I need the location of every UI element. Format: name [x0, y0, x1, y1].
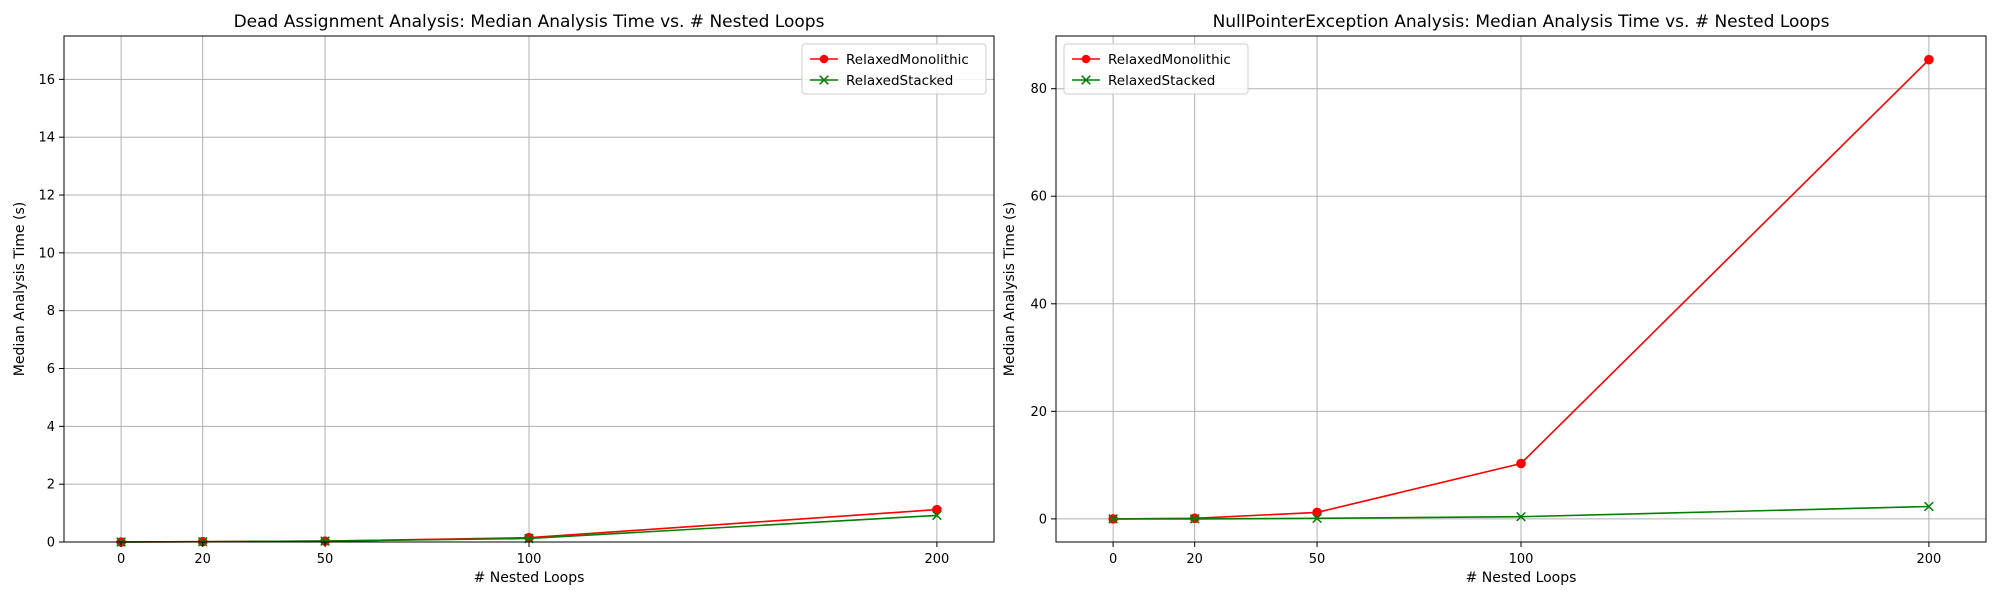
legend-box	[1063, 43, 1249, 95]
legend: RelaxedMonolithic RelaxedStacked	[801, 43, 987, 95]
x-tick-label: 0	[117, 552, 125, 567]
y-tick-label: 40	[1030, 297, 1047, 312]
chart-panel-1: 0 20 50 100 200 0 2 4 6 8 10 12 14 16 Dead Assignment …	[12, 12, 995, 586]
legend-box	[801, 43, 987, 95]
y-tick-label: 12	[38, 189, 55, 204]
data-point-RelaxedStacked	[1312, 513, 1322, 524]
y-axis-label: Median Analysis Time (s)	[12, 202, 28, 376]
grid-lines	[64, 36, 994, 543]
data-point-RelaxedStacked	[1924, 501, 1934, 512]
x-axis-label: # Nested Loops	[474, 570, 585, 586]
x-tick-label: 100	[517, 552, 542, 567]
x-tick-label: 20	[1186, 552, 1203, 567]
y-axis-label: Median Analysis Time (s)	[1002, 202, 1018, 376]
data-point-RelaxedMonolithic	[932, 504, 942, 515]
data-point-RelaxedMonolithic	[1516, 458, 1526, 469]
x-axis-label: # Nested Loops	[1466, 570, 1577, 586]
data-point-RelaxedStacked	[524, 533, 534, 544]
legend-label-RelaxedMonolithic: RelaxedMonolithic	[1108, 52, 1231, 68]
x-tick-label: 0	[1109, 552, 1117, 567]
y-tick-label: 14	[38, 131, 55, 146]
y-tick-label: 8	[47, 304, 55, 319]
legend-label-RelaxedStacked: RelaxedStacked	[1108, 73, 1215, 89]
data-point-RelaxedStacked	[1108, 514, 1118, 524]
x-tick-label: 50	[317, 552, 334, 567]
legend-marker-RelaxedStacked	[819, 75, 829, 85]
y-tick-label: 6	[47, 362, 55, 377]
x-tick-label: 50	[1309, 552, 1326, 567]
x-tick-label: 100	[1509, 552, 1534, 567]
y-tick-label: 0	[47, 536, 55, 551]
data-point-RelaxedStacked	[1516, 511, 1526, 522]
y-tick-label: 2	[47, 478, 55, 493]
data-point-RelaxedStacked	[320, 536, 330, 546]
legend-label-RelaxedStacked: RelaxedStacked	[846, 73, 953, 89]
y-tick-label: 20	[1030, 405, 1047, 420]
legend-marker-RelaxedStacked	[1081, 75, 1091, 85]
legend-marker-RelaxedMonolithic	[1081, 54, 1091, 64]
legend: RelaxedMonolithic RelaxedStacked	[1063, 43, 1249, 95]
y-tick-label: 80	[1030, 82, 1047, 97]
y-tick-label: 16	[38, 73, 55, 88]
chart-title: Dead Assignment Analysis: Median Analysi…	[234, 12, 825, 32]
data-point-RelaxedMonolithic	[1312, 507, 1322, 518]
x-tick-label: 20	[194, 552, 211, 567]
chart-panel-2: 0 20 50 100 200 0 20 40 60 80 NullPointerException…	[1002, 12, 1987, 586]
y-tick-label: 60	[1030, 190, 1047, 205]
x-tick-label: 200	[924, 552, 949, 567]
data-point-RelaxedMonolithic	[1924, 54, 1934, 65]
x-tick-label: 200	[1916, 552, 1941, 567]
data-point-RelaxedStacked	[1189, 514, 1200, 524]
chart-title: NullPointerException Analysis: Median An…	[1213, 12, 1830, 32]
data-point-RelaxedStacked	[932, 510, 942, 521]
y-tick-label: 4	[47, 420, 55, 435]
legend-marker-RelaxedMonolithic	[819, 54, 829, 64]
y-tick-label: 10	[38, 246, 55, 261]
legend-label-RelaxedMonolithic: RelaxedMonolithic	[846, 52, 969, 68]
y-tick-label: 0	[1039, 512, 1047, 527]
